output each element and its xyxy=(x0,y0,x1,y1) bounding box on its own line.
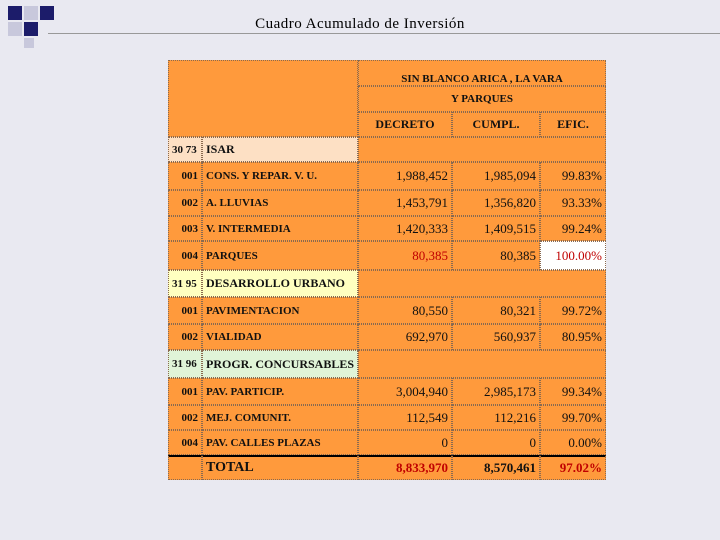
header-line: SIN BLANCO ARICA , LA VARA xyxy=(358,60,606,86)
decor xyxy=(24,38,34,48)
eficiencia: 99.70% xyxy=(540,405,606,430)
cumplido: 80,321 xyxy=(452,297,540,324)
column-header: CUMPL. xyxy=(452,112,540,137)
row-code: 001 xyxy=(168,162,202,190)
eficiencia: 80.95% xyxy=(540,324,606,350)
cumplido: 2,985,173 xyxy=(452,378,540,405)
group-name: ISAR xyxy=(202,137,358,162)
decreto: 0 xyxy=(358,430,452,455)
row-code: 002 xyxy=(168,405,202,430)
row-name: PAV. PARTICIP. xyxy=(202,378,358,405)
group-blank xyxy=(358,350,606,378)
total-decreto: 8,833,970 xyxy=(358,455,452,480)
decreto: 112,549 xyxy=(358,405,452,430)
group-blank xyxy=(358,137,606,162)
rule xyxy=(48,33,720,34)
eficiencia: 99.24% xyxy=(540,216,606,241)
decor xyxy=(24,22,38,36)
cumplido: 112,216 xyxy=(452,405,540,430)
group-name: PROGR. CONCURSABLES xyxy=(202,350,358,378)
cumplido: 560,937 xyxy=(452,324,540,350)
eficiencia: 99.83% xyxy=(540,162,606,190)
decreto: 1,420,333 xyxy=(358,216,452,241)
group-code: 30 73 xyxy=(168,137,202,162)
eficiencia: 99.72% xyxy=(540,297,606,324)
row-name: PAV. CALLES PLAZAS xyxy=(202,430,358,455)
cumplido: 80,385 xyxy=(452,241,540,270)
title: Cuadro Acumulado de Inversión xyxy=(255,16,465,32)
eficiencia: 93.33% xyxy=(540,190,606,216)
cumplido: 1,985,094 xyxy=(452,162,540,190)
decreto: 3,004,940 xyxy=(358,378,452,405)
group-code: 31 95 xyxy=(168,270,202,297)
eficiencia: 0.00% xyxy=(540,430,606,455)
group-blank xyxy=(358,270,606,297)
decreto: 1,988,452 xyxy=(358,162,452,190)
cumplido: 1,356,820 xyxy=(452,190,540,216)
eficiencia: 99.34% xyxy=(540,378,606,405)
header-blank xyxy=(168,60,358,137)
decreto: 692,970 xyxy=(358,324,452,350)
column-header: DECRETO xyxy=(358,112,452,137)
row-code: 003 xyxy=(168,216,202,241)
total-label: TOTAL xyxy=(202,455,358,480)
row-name: A. LLUVIAS xyxy=(202,190,358,216)
row-name: V. INTERMEDIA xyxy=(202,216,358,241)
row-code: 001 xyxy=(168,378,202,405)
decor xyxy=(24,6,38,20)
total-cumplido: 8,570,461 xyxy=(452,455,540,480)
row-code: 004 xyxy=(168,241,202,270)
cumplido: 0 xyxy=(452,430,540,455)
row-code: 004 xyxy=(168,430,202,455)
row-name: PARQUES xyxy=(202,241,358,270)
total-eficiencia: 97.02% xyxy=(540,455,606,480)
total-blank xyxy=(168,455,202,480)
decreto: 1,453,791 xyxy=(358,190,452,216)
decreto: 80,550 xyxy=(358,297,452,324)
row-code: 002 xyxy=(168,324,202,350)
decor xyxy=(8,22,22,36)
group-code: 31 96 xyxy=(168,350,202,378)
row-name: VIALIDAD xyxy=(202,324,358,350)
decor xyxy=(40,6,54,20)
row-name: MEJ. COMUNIT. xyxy=(202,405,358,430)
decor xyxy=(8,6,22,20)
column-header: EFIC. xyxy=(540,112,606,137)
group-name: DESARROLLO URBANO xyxy=(202,270,358,297)
row-code: 002 xyxy=(168,190,202,216)
row-code: 001 xyxy=(168,297,202,324)
cumplido: 1,409,515 xyxy=(452,216,540,241)
table: SIN BLANCO ARICA , LA VARA Y PARQUES DECRE… xyxy=(168,60,606,480)
row-name: PAVIMENTACION xyxy=(202,297,358,324)
header-line: Y PARQUES xyxy=(358,86,606,112)
row-name: CONS. Y REPAR. V. U. xyxy=(202,162,358,190)
eficiencia: 100.00% xyxy=(540,241,606,270)
decreto: 80,385 xyxy=(358,241,452,270)
